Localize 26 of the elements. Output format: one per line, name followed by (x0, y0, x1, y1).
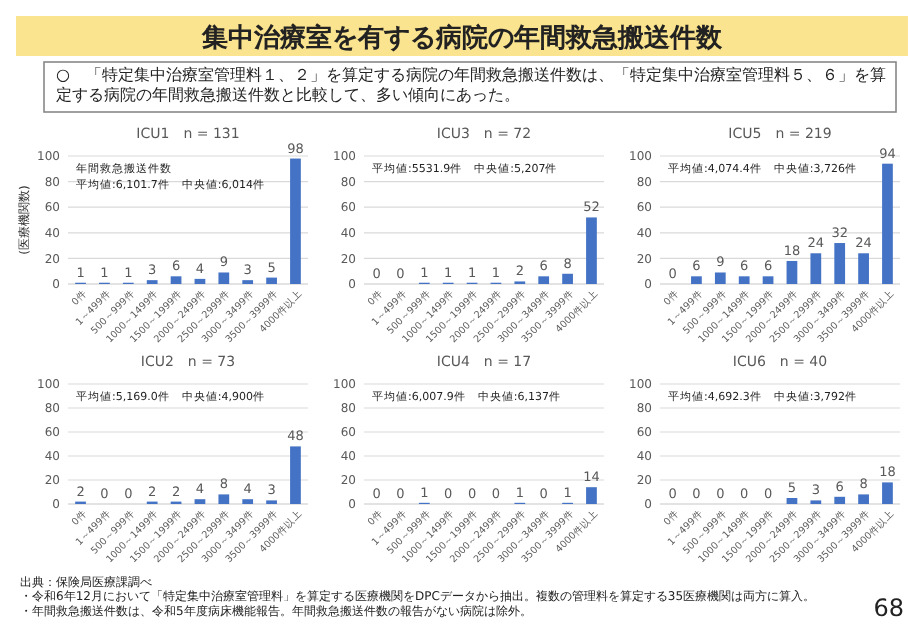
bar (834, 243, 846, 284)
bar (538, 276, 550, 284)
bar (858, 253, 869, 284)
bar (858, 494, 869, 504)
bar (738, 276, 750, 284)
bar (218, 272, 230, 284)
bar (786, 260, 798, 284)
bar (290, 446, 301, 504)
bar (194, 278, 206, 284)
text: 集中治療室を有する病院の年間救急搬送件数 (200, 22, 724, 54)
bar (810, 253, 822, 284)
text: 68 (873, 594, 904, 622)
bar (218, 494, 230, 504)
bar (170, 276, 182, 284)
bar (786, 498, 798, 504)
bar (266, 277, 277, 284)
text: ○ 「特定集中治療室管理料１、２」を算定する病院の年間救急搬送件数は、「特定集中治療室管理料５、６」を算定する病院の年間救急搬送件数と比較して、多い傾向にあった。 (56, 66, 886, 104)
bar (586, 217, 597, 284)
bar (714, 272, 726, 284)
bar (562, 273, 573, 284)
bar (290, 158, 301, 284)
bar (762, 276, 774, 284)
bar (882, 482, 893, 504)
bar (882, 163, 893, 284)
bar (834, 496, 846, 504)
bar (691, 276, 702, 284)
